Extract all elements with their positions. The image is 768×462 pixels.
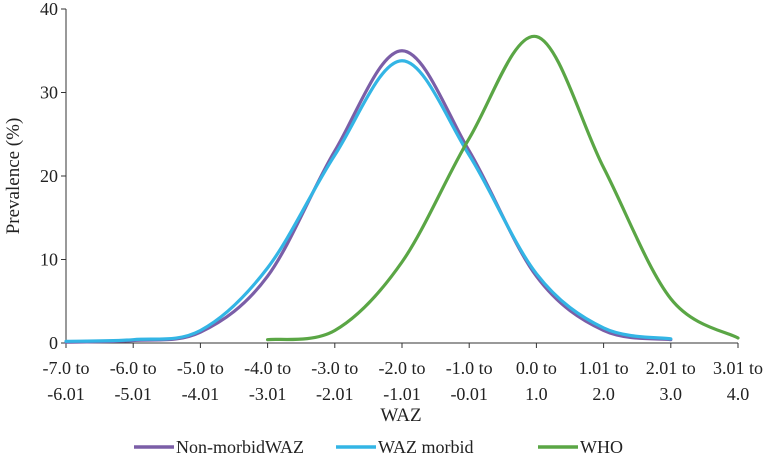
x-tick-label-line1: 3.01 to [713, 358, 763, 378]
x-tick-label-line1: -2.0 to [379, 358, 426, 378]
y-tick-label: 10 [40, 250, 58, 270]
x-tick-label-line1: -7.0 to [43, 358, 90, 378]
x-tick-label-line2: -6.01 [47, 384, 85, 404]
x-tick-label-line2: 1.0 [525, 384, 548, 404]
x-tick-label-line2: -1.01 [383, 384, 421, 404]
x-tick-label-line2: -5.01 [114, 384, 152, 404]
x-tick-label-line1: 1.01 to [579, 358, 629, 378]
legend: Non-morbidWAZ WAZ morbid WHO [134, 437, 623, 457]
series-line-2 [64, 59, 673, 343]
x-tick-label-line1: -4.0 to [244, 358, 291, 378]
y-tick-labels: 0 10 20 30 40 [40, 0, 58, 353]
y-tick-label: 0 [49, 333, 58, 353]
x-tick-label-line2: 3.0 [660, 384, 683, 404]
x-tick-label-line2: -0.01 [450, 384, 488, 404]
y-tick-label: 40 [40, 0, 58, 19]
y-axis-label: Prevalence (%) [3, 118, 24, 235]
series-lines [64, 34, 740, 344]
x-tick-label-line2: 2.0 [592, 384, 615, 404]
x-tick-label-line1: -6.0 to [110, 358, 157, 378]
x-axis-label: WAZ [380, 405, 421, 426]
x-tick-labels: -7.0 to -6.01 -6.0 to -5.01 -5.0 to -4.01 -4.0… [43, 358, 764, 404]
legend-label: Non-morbidWAZ [176, 437, 304, 457]
legend-label: WAZ morbid [378, 437, 473, 457]
series-line-3 [266, 34, 740, 342]
axes [61, 8, 739, 348]
legend-label: WHO [580, 437, 623, 457]
x-tick-label-line2: -4.01 [182, 384, 220, 404]
x-tick-label-line2: -3.01 [249, 384, 287, 404]
x-tick-label-line1: 2.01 to [646, 358, 696, 378]
x-tick-label-line1: 0.0 to [516, 358, 557, 378]
x-tick-label-line2: -2.01 [316, 384, 354, 404]
x-tick-label-line2: 4.0 [727, 384, 750, 404]
x-tick-label-line1: -5.0 to [177, 358, 224, 378]
x-tick-label-line1: -3.0 to [311, 358, 358, 378]
y-tick-label: 20 [40, 166, 58, 186]
y-tick-label: 30 [40, 83, 58, 103]
x-tick-label-line1: -1.0 to [446, 358, 493, 378]
